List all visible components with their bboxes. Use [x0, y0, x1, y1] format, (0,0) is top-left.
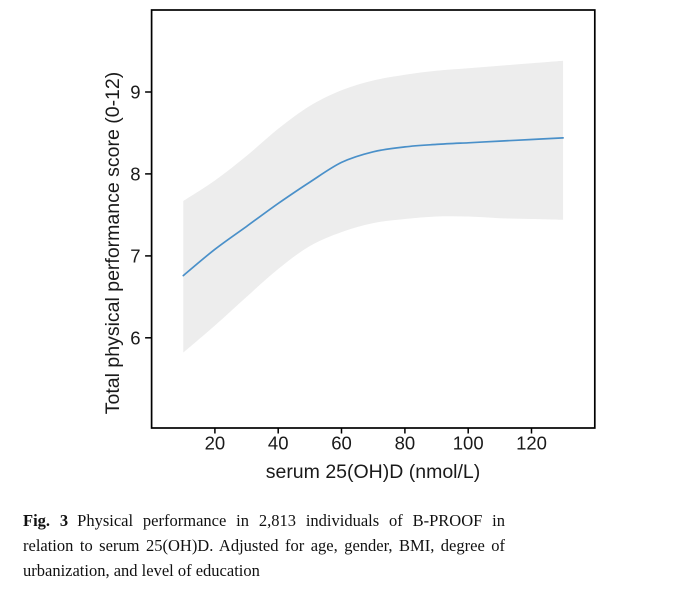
y-tick-label: 7 [130, 245, 140, 266]
x-tick-label: 80 [395, 433, 416, 454]
mean-line [182, 137, 564, 277]
x-tick-label: 120 [516, 433, 547, 454]
y-tick-label: 6 [130, 327, 140, 348]
x-tick-label: 40 [268, 433, 289, 454]
x-axis-ticks: 20 40 60 80 100 120 [205, 428, 547, 454]
y-tick-label: 8 [130, 163, 140, 184]
y-axis-title: Total physical performance score (0-12) [102, 72, 124, 414]
x-tick-label: 60 [331, 433, 352, 454]
y-tick-label: 9 [130, 82, 140, 103]
confidence-band [183, 60, 564, 353]
figure-caption: Fig. 3 Physical performance in 2,813 indi… [23, 508, 505, 583]
x-tick-label: 100 [453, 433, 484, 454]
x-tick-label: 20 [205, 433, 226, 454]
y-axis-ticks: 6 7 8 9 [130, 82, 152, 348]
figure-caption-label: Fig. 3 [23, 511, 69, 530]
plot-frame [150, 9, 596, 429]
figure-caption-text: Physical performance in 2,813 individual… [23, 511, 505, 580]
x-axis-title: serum 25(OH)D (nmol/L) [266, 461, 481, 483]
line-chart: 20 40 60 80 100 120 6 7 8 9 serum 25(OH)D (nmol/… [102, 9, 596, 483]
